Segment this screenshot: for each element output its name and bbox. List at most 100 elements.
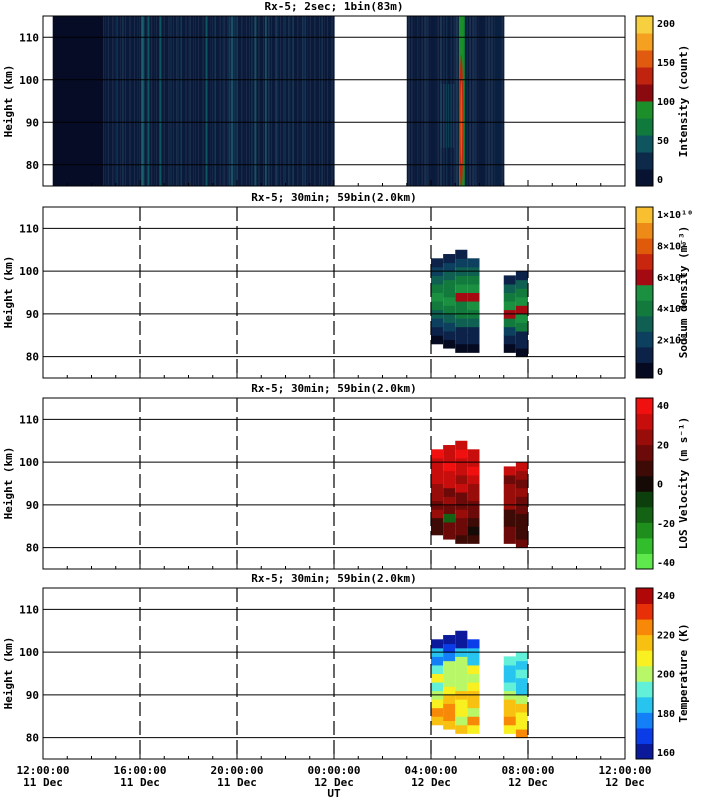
- intensity-stripe: [129, 16, 131, 186]
- velocity-cell: [467, 517, 480, 527]
- intensity-stripe: [411, 16, 413, 186]
- intensity-stripe: [127, 16, 130, 186]
- intensity-stripe: [164, 16, 167, 186]
- colorbar-tick-label: -20: [657, 519, 675, 530]
- temperature-cell: [503, 656, 516, 666]
- intensity-stripe: [494, 16, 496, 186]
- colorbar-tick-label: 160: [657, 748, 675, 759]
- intensity-stripe: [485, 16, 487, 186]
- density-cell: [455, 249, 468, 259]
- intensity-stripe: [163, 16, 165, 186]
- temperature-cell: [503, 707, 516, 717]
- intensity-stripe: [428, 16, 431, 186]
- intensity-stripe: [212, 16, 215, 186]
- density-cell: [467, 343, 480, 353]
- y-tick-label: 110: [19, 413, 39, 426]
- density-cell: [431, 326, 444, 336]
- velocity-cell: [455, 474, 468, 484]
- density-cell: [503, 343, 516, 353]
- intensity-stripe: [112, 16, 114, 186]
- x-tick-label-date: 12 Dec: [508, 776, 548, 789]
- intensity-stripe: [286, 16, 289, 186]
- density-cell: [515, 339, 528, 349]
- intensity-stripe: [488, 16, 490, 186]
- intensity-stripe: [441, 16, 444, 186]
- temperature-cell: [515, 677, 528, 687]
- intensity-stripe: [156, 16, 159, 186]
- colorbar-tick-label: -40: [657, 558, 675, 569]
- density-cell: [467, 258, 480, 268]
- colorbar-swatch: [636, 135, 653, 153]
- intensity-stripe: [149, 16, 152, 186]
- density-cell: [431, 292, 444, 302]
- intensity-stripe: [146, 16, 148, 186]
- density-cell: [443, 279, 456, 289]
- colorbar-swatch: [636, 33, 653, 51]
- intensity-stripe: [315, 16, 318, 186]
- intensity-stripe: [254, 16, 257, 186]
- intensity-stripe: [476, 16, 479, 186]
- colorbar-tick-label: 6×10⁹: [657, 273, 687, 284]
- intensity-stripe: [140, 16, 143, 186]
- intensity-stripe: [207, 16, 209, 186]
- x-tick-label-date: 12 Dec: [411, 776, 451, 789]
- x-tick-label-date: 12 Dec: [605, 776, 645, 789]
- density-cell: [431, 258, 444, 268]
- colorbar-tick-label: 150: [657, 58, 675, 69]
- intensity-stripe: [232, 16, 235, 186]
- velocity-cell: [515, 513, 528, 523]
- intensity-stripe: [205, 16, 208, 186]
- intensity-stripe: [225, 16, 228, 186]
- intensity-stripe: [475, 16, 477, 186]
- colorbar-swatch: [636, 346, 653, 363]
- temperature-cell: [443, 652, 456, 662]
- intensity-stripe: [431, 16, 434, 186]
- density-cell: [455, 318, 468, 328]
- intensity-stripe: [438, 16, 441, 186]
- y-tick-label: 80: [26, 159, 39, 172]
- temperature-cell: [455, 724, 468, 734]
- intensity-stripe: [251, 16, 254, 186]
- colorbar-3-label: LOS Velocity (m s⁻¹): [677, 417, 690, 549]
- intensity-stripe: [130, 16, 133, 186]
- colorbar-1-label: Intensity (count): [677, 45, 690, 158]
- intensity-stripe: [464, 16, 467, 186]
- intensity-stripe: [473, 16, 476, 186]
- temperature-cell: [515, 703, 528, 713]
- colorbar-swatch: [636, 118, 653, 136]
- intensity-stripe: [432, 16, 435, 186]
- temperature-cell: [515, 652, 528, 662]
- temperature-cell: [455, 656, 468, 666]
- velocity-cell: [443, 487, 456, 497]
- x-tick-label-time: 08:00:00: [502, 764, 555, 777]
- colorbar-swatch: [636, 284, 653, 301]
- intensity-stripe: [502, 16, 505, 186]
- colorbar-swatch: [636, 429, 653, 446]
- density-cell: [467, 275, 480, 285]
- intensity-stripe: [305, 16, 308, 186]
- intensity-stripe: [307, 16, 310, 186]
- temperature-cell: [515, 660, 528, 670]
- intensity-stripe: [283, 16, 286, 186]
- intensity-stripe: [424, 16, 426, 186]
- intensity-stripe: [239, 16, 242, 186]
- intensity-stripe: [144, 16, 147, 186]
- colorbar-swatch: [636, 665, 653, 682]
- density-cell: [455, 301, 468, 311]
- intensity-stripe: [331, 16, 333, 186]
- temperature-cell: [503, 699, 516, 709]
- intensity-stripe: [285, 16, 288, 186]
- colorbar-swatch: [636, 712, 653, 729]
- colorbar-swatch: [636, 207, 653, 224]
- intensity-stripe: [412, 16, 415, 186]
- density-cell: [443, 271, 456, 281]
- density-cell: [503, 326, 516, 336]
- density-cell: [431, 275, 444, 285]
- intensity-stripe: [151, 16, 153, 186]
- intensity-stripe: [469, 16, 471, 186]
- velocity-cell: [503, 474, 516, 484]
- colorbar-swatch: [636, 444, 653, 461]
- colorbar-swatch: [636, 253, 653, 270]
- colorbar-swatch: [636, 152, 653, 170]
- intensity-stripe: [322, 16, 325, 186]
